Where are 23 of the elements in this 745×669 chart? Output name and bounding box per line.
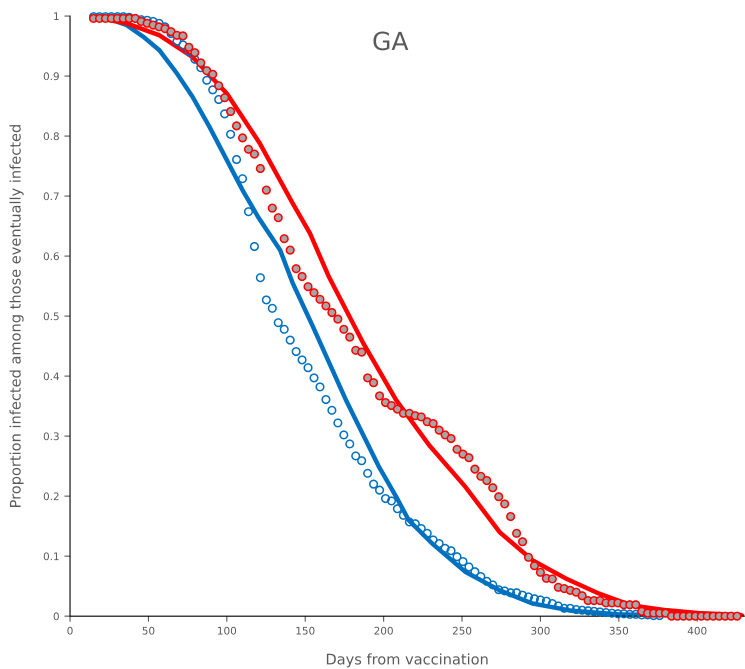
- y-tick-label: 0.8: [44, 132, 59, 140]
- x-tick-label: 300: [531, 626, 550, 635]
- x-axis-title: Days from vaccination: [326, 653, 488, 668]
- y-axis-title: Proportion infected among those eventually infected: [9, 125, 24, 507]
- chart-title: GA: [373, 32, 408, 50]
- x-tick-label: 0: [67, 626, 73, 635]
- x-tick-label: 50: [142, 626, 154, 635]
- x-tick-label: 250: [452, 626, 472, 635]
- y-tick-label: 1: [54, 12, 59, 20]
- y-tick-label: 0.6: [44, 252, 59, 260]
- y-tick-label: 0.9: [44, 72, 59, 80]
- x-tick-label: 150: [296, 626, 314, 635]
- y-tick-label: 0: [54, 612, 59, 620]
- x-tick-label: 100: [218, 626, 236, 635]
- y-tick-label: 0.7: [44, 192, 59, 200]
- x-tick-label: 350: [610, 626, 628, 635]
- y-tick-label: 0.4: [44, 372, 60, 380]
- y-tick-label: 0.2: [44, 492, 59, 500]
- y-tick-label: 0.1: [44, 552, 59, 560]
- y-tick-label: 0.3: [44, 432, 59, 440]
- x-tick-label: 400: [688, 626, 706, 635]
- x-tick-label: 200: [374, 626, 393, 635]
- y-tick-label: 0.5: [44, 312, 59, 320]
